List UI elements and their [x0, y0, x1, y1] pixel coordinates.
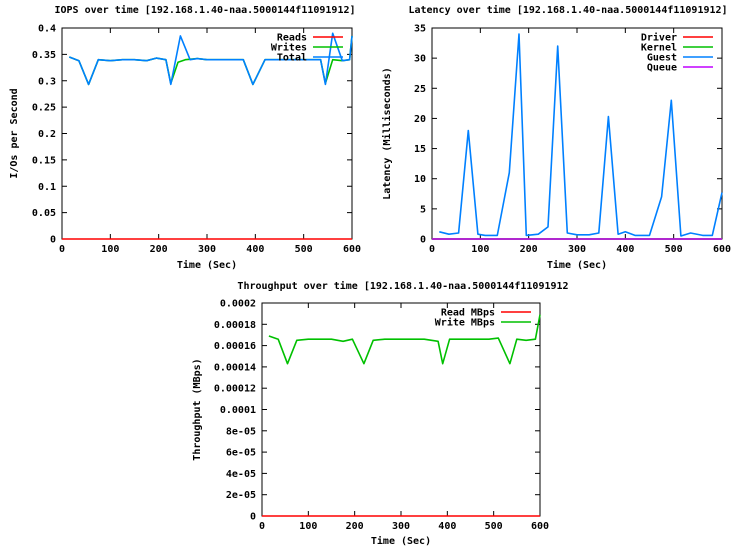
y-tick-label: 2e-05	[226, 490, 256, 501]
y-tick-label: 0.00018	[214, 320, 256, 331]
x-tick-label: 200	[150, 244, 168, 255]
y-tick-label: 0.0002	[220, 299, 256, 310]
series-line-total	[69, 32, 353, 86]
x-axis-label: Time (Sec)	[547, 259, 607, 271]
y-tick-label: 0.05	[32, 208, 56, 219]
y-tick-label: 0	[250, 512, 256, 523]
y-tick-label: 0	[50, 235, 56, 246]
y-tick-label: 0.25	[32, 103, 56, 114]
y-axis-label: Latency (Milliseconds)	[381, 67, 393, 199]
legend-label: Reads	[277, 33, 307, 44]
y-axis-label: I/Os per Second	[9, 88, 20, 178]
x-tick-label: 600	[531, 521, 549, 532]
x-tick-label: 0	[429, 244, 435, 255]
plot-frame	[261, 302, 541, 517]
x-tick-label: 600	[713, 244, 731, 255]
legend-label: Guest	[647, 53, 677, 64]
x-tick-label: 400	[246, 244, 264, 255]
y-tick-label: 30	[414, 54, 426, 65]
y-tick-label: 10	[414, 174, 426, 185]
x-tick-label: 200	[520, 244, 538, 255]
x-tick-label: 400	[616, 244, 634, 255]
x-tick-label: 100	[299, 521, 317, 532]
legend-label: Total	[277, 53, 307, 64]
y-tick-label: 0.00012	[214, 384, 256, 395]
y-tick-label: 20	[414, 114, 426, 125]
x-tick-label: 300	[392, 521, 410, 532]
series-line-guest	[439, 33, 723, 237]
y-tick-label: 0.3	[38, 76, 56, 87]
y-tick-label: 4e-05	[226, 469, 256, 480]
y-tick-label: 0.00016	[214, 341, 256, 352]
chart-title: Throughput over time [192.168.1.40-naa.5…	[237, 280, 568, 292]
x-tick-label: 300	[198, 244, 216, 255]
x-tick-label: 500	[295, 244, 313, 255]
y-tick-label: 0.4	[38, 24, 56, 35]
legend-label: Queue	[647, 63, 677, 74]
x-tick-label: 100	[101, 244, 119, 255]
chart-2: Latency over time [192.168.1.40-naa.5000…	[381, 4, 731, 271]
x-axis-label: Time (Sec)	[371, 535, 431, 547]
legend-label: Kernel	[641, 43, 677, 54]
y-tick-label: 6e-05	[226, 448, 256, 459]
x-tick-label: 300	[568, 244, 586, 255]
x-tick-label: 400	[438, 521, 456, 532]
y-tick-label: 8e-05	[226, 426, 256, 437]
chart-3: Throughput over time [192.168.1.40-naa.5…	[192, 280, 569, 547]
chart-1: IOPS over time [192.168.1.40-naa.5000144…	[9, 4, 361, 271]
y-tick-label: 15	[414, 144, 426, 155]
series-line-write-mbps	[268, 314, 541, 365]
y-tick-label: 0.2	[38, 129, 56, 140]
chart-title: IOPS over time [192.168.1.40-naa.5000144…	[54, 4, 355, 16]
x-tick-label: 0	[59, 244, 65, 255]
x-tick-label: 100	[471, 244, 489, 255]
y-tick-label: 5	[420, 204, 426, 215]
x-tick-label: 0	[259, 521, 265, 532]
y-tick-label: 0.1	[38, 182, 56, 193]
y-tick-label: 0.00014	[214, 362, 256, 373]
chart-title: Latency over time [192.168.1.40-naa.5000…	[408, 4, 727, 16]
legend-label: Driver	[641, 32, 677, 44]
legend-label: Write MBps	[435, 317, 495, 329]
y-tick-label: 25	[414, 84, 426, 95]
x-axis-label: Time (Sec)	[177, 259, 237, 271]
y-tick-label: 35	[414, 24, 426, 35]
y-axis-label: Throughput (MBps)	[192, 358, 203, 460]
y-tick-label: 0.15	[32, 155, 56, 166]
legend-label: Read MBps	[441, 308, 495, 319]
y-tick-label: 0.0001	[220, 405, 256, 416]
x-tick-label: 500	[485, 521, 503, 532]
y-tick-label: 0.35	[32, 50, 56, 61]
y-tick-label: 0	[420, 235, 426, 246]
legend-label: Writes	[271, 42, 307, 54]
x-tick-label: 600	[343, 244, 361, 255]
x-tick-label: 500	[665, 244, 683, 255]
x-tick-label: 200	[346, 521, 364, 532]
